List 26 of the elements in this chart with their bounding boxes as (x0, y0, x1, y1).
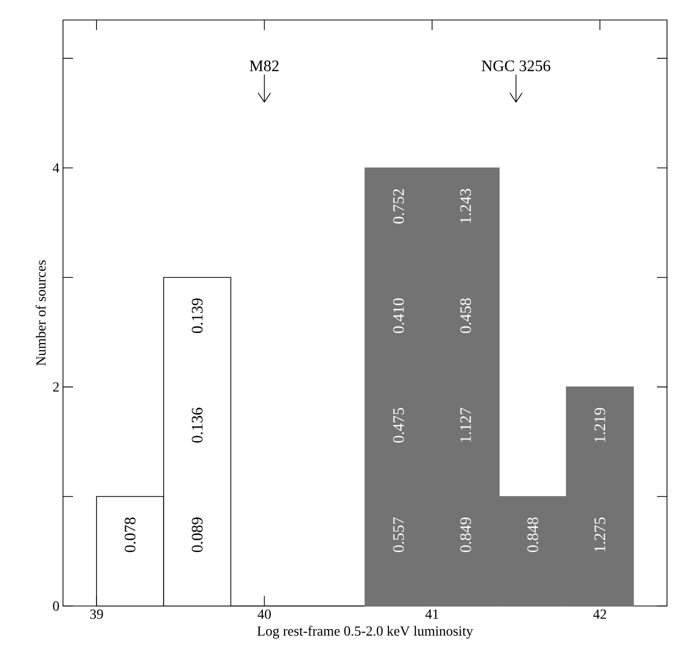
annotation: 0.089 (192, 518, 203, 552)
ref-line-label: NGC 3256 (482, 60, 550, 72)
annotation: 0.458 (460, 298, 472, 334)
annotation: 0.410 (393, 298, 404, 334)
annotation: 0.078 (124, 517, 136, 552)
annotation: 1.219 (594, 408, 606, 442)
annotation: 0.752 (393, 189, 404, 224)
y-tick-label: 0 (53, 601, 59, 611)
annotation: 0.475 (393, 408, 404, 443)
annotation: 1.127 (460, 408, 472, 442)
x-tick-label: 42 (593, 610, 606, 619)
annotation: 0.557 (393, 517, 404, 552)
annotation: 0.849 (460, 518, 472, 552)
annotation: 0.139 (192, 298, 203, 334)
y-tick-label: 2 (53, 382, 59, 392)
y-tick-label: 4 (52, 163, 60, 172)
ref-line-label: M82 (250, 60, 279, 72)
x-axis-title: Log rest-frame 0.5-2.0 keV luminosity (257, 626, 474, 639)
y-axis-title: Number of sources (36, 260, 46, 366)
x-tick-label: 40 (258, 610, 271, 619)
annotation: 0.848 (527, 517, 538, 552)
annotation: 0.136 (192, 408, 203, 443)
x-tick-label: 41 (425, 610, 438, 619)
annotation: 1.243 (460, 188, 472, 223)
x-tick-label: 39 (90, 610, 103, 619)
annotation: 1.275 (594, 517, 606, 552)
